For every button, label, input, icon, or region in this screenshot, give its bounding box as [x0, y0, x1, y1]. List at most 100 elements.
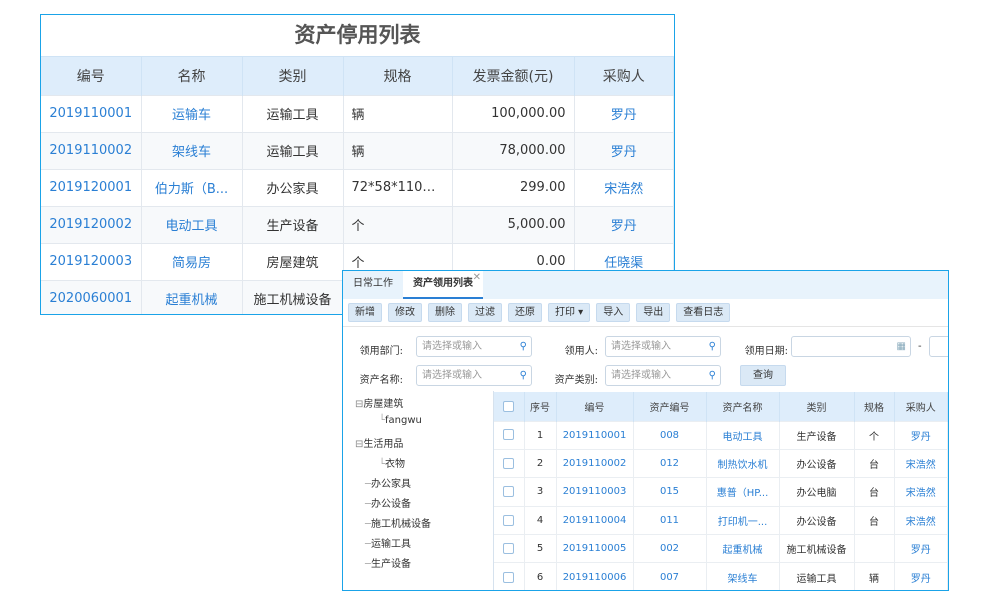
date-end-input[interactable]	[929, 336, 948, 357]
user-input[interactable]: 请选择或输入 ⚲	[605, 336, 721, 357]
tree-node[interactable]: ⊟生活用品	[355, 435, 403, 450]
code-cell[interactable]: 2019120003	[41, 242, 142, 280]
row-checkbox[interactable]	[494, 448, 525, 478]
buyer-cell[interactable]: 宋浩然	[894, 477, 948, 507]
name-cell[interactable]: 架线车	[141, 131, 243, 169]
name-cell[interactable]: 起重机械	[141, 279, 243, 314]
table-row[interactable]: 6 2019110006 007 架线车 运输工具辆罗丹	[494, 562, 948, 590]
toolbar-button[interactable]: 查看日志	[676, 303, 731, 322]
table-row[interactable]: 4 2019110004 011 打印机一... 办公设备台宋浩然	[494, 505, 948, 535]
table-row[interactable]: 2019120002 电动工具 生产设备个 5,000.00 罗丹	[41, 205, 674, 243]
code-cell[interactable]: 2019110002	[556, 448, 634, 478]
code-cell[interactable]: 2020060001	[41, 279, 142, 314]
tree-node[interactable]: ─生产设备	[365, 555, 411, 570]
table-row[interactable]: 2019110002 架线车 运输工具辆 78,000.00 罗丹	[41, 131, 674, 169]
code-cell[interactable]: 2019110001	[41, 94, 142, 132]
asset-name-cell[interactable]: 惠普（HP...	[706, 477, 780, 507]
row-checkbox[interactable]	[494, 505, 525, 535]
code-cell[interactable]: 2019110004	[556, 505, 634, 535]
buyer-cell[interactable]: 罗丹	[574, 94, 674, 132]
toolbar-button[interactable]: 还原	[508, 303, 542, 322]
collapse-icon[interactable]: ⊟	[355, 439, 364, 450]
column-header[interactable]: 采购人	[894, 392, 948, 421]
toolbar-button[interactable]: 打印 ▾	[548, 303, 591, 322]
close-icon[interactable]: ✕	[472, 272, 481, 283]
toolbar-button[interactable]: 新增	[348, 303, 382, 322]
buyer-cell[interactable]: 罗丹	[574, 131, 674, 169]
column-header[interactable]: 资产编号	[633, 392, 707, 421]
buyer-cell[interactable]: 宋浩然	[894, 448, 948, 478]
tree-node[interactable]: ─办公设备	[365, 495, 411, 510]
search-icon[interactable]: ⚲	[708, 370, 716, 381]
search-icon[interactable]: ⚲	[519, 341, 527, 352]
buyer-cell[interactable]: 罗丹	[894, 534, 948, 563]
row-checkbox[interactable]	[494, 562, 525, 590]
tree-node[interactable]: ─办公家具	[365, 475, 411, 490]
table-row[interactable]: 2019110001 运输车 运输工具辆 100,000.00 罗丹	[41, 94, 674, 132]
column-header[interactable]: 类别	[242, 57, 344, 95]
toolbar-button[interactable]: 过滤	[468, 303, 502, 322]
column-header[interactable]: 编号	[41, 57, 142, 95]
toolbar-button[interactable]: 修改	[388, 303, 422, 322]
asset-code-cell[interactable]: 015	[633, 477, 707, 507]
query-button[interactable]: 查询	[740, 365, 786, 386]
name-cell[interactable]: 伯力斯（B...	[141, 168, 243, 206]
buyer-cell[interactable]: 罗丹	[894, 420, 948, 450]
toolbar-button[interactable]: 删除	[428, 303, 462, 322]
asset-code-cell[interactable]: 012	[633, 448, 707, 478]
buyer-cell[interactable]: 宋浩然	[574, 168, 674, 206]
column-header[interactable]: 名称	[141, 57, 243, 95]
select-all-checkbox[interactable]	[494, 392, 525, 421]
tree-node[interactable]: ─运输工具	[365, 535, 411, 550]
row-checkbox[interactable]	[494, 534, 525, 563]
column-header[interactable]: 规格	[854, 392, 895, 421]
calendar-icon[interactable]: ▦	[896, 341, 906, 352]
search-icon[interactable]: ⚲	[519, 370, 527, 381]
code-cell[interactable]: 2019120002	[41, 205, 142, 243]
tree-node[interactable]: └衣物	[379, 455, 405, 470]
code-cell[interactable]: 2019110001	[556, 420, 634, 450]
buyer-cell[interactable]: 罗丹	[574, 205, 674, 243]
tab-asset-use-list[interactable]: 资产领用列表 ✕	[403, 271, 483, 299]
buyer-cell[interactable]: 罗丹	[894, 562, 948, 590]
column-header[interactable]: 规格	[343, 57, 453, 95]
asset-type-input[interactable]: 请选择或输入 ⚲	[605, 365, 721, 386]
table-row[interactable]: 1 2019110001 008 电动工具 生产设备个罗丹	[494, 420, 948, 450]
toolbar-button[interactable]: 导入	[596, 303, 631, 322]
table-row[interactable]: 5 2019110005 002 起重机械 施工机械设备 罗丹	[494, 534, 948, 563]
name-cell[interactable]: 电动工具	[141, 205, 243, 243]
dept-input[interactable]: 请选择或输入 ⚲	[416, 336, 532, 357]
code-cell[interactable]: 2019120001	[41, 168, 142, 206]
asset-code-cell[interactable]: 007	[633, 562, 707, 590]
column-header[interactable]: 资产名称	[706, 392, 780, 421]
asset-name-cell[interactable]: 打印机一...	[706, 505, 780, 535]
asset-name-input[interactable]: 请选择或输入 ⚲	[416, 365, 532, 386]
table-row[interactable]: 3 2019110003 015 惠普（HP... 办公电脑台宋浩然	[494, 477, 948, 507]
table-row[interactable]: 2 2019110002 012 制热饮水机 办公设备台宋浩然	[494, 448, 948, 478]
name-cell[interactable]: 运输车	[141, 94, 243, 132]
date-start-input[interactable]: ▦	[791, 336, 911, 357]
collapse-icon[interactable]: ⊟	[355, 399, 364, 410]
buyer-cell[interactable]: 宋浩然	[894, 505, 948, 535]
asset-name-cell[interactable]: 架线车	[706, 562, 780, 590]
asset-name-cell[interactable]: 起重机械	[706, 534, 780, 563]
tree-node[interactable]: └fangwu	[379, 415, 422, 426]
asset-code-cell[interactable]: 008	[633, 420, 707, 450]
code-cell[interactable]: 2019110002	[41, 131, 142, 169]
column-header[interactable]: 发票金额(元)	[452, 57, 575, 95]
toolbar-button[interactable]: 导出	[636, 303, 671, 322]
column-header[interactable]: 采购人	[574, 57, 674, 95]
column-header[interactable]: 序号	[524, 392, 557, 421]
tab-daily-work[interactable]: 日常工作	[353, 278, 393, 289]
asset-code-cell[interactable]: 002	[633, 534, 707, 563]
code-cell[interactable]: 2019110006	[556, 562, 634, 590]
asset-code-cell[interactable]: 011	[633, 505, 707, 535]
name-cell[interactable]: 简易房	[141, 242, 243, 280]
table-row[interactable]: 2019120001 伯力斯（B... 办公家具 72*58*110~1... 299.…	[41, 168, 674, 206]
tree-node[interactable]: ─施工机械设备	[365, 515, 431, 530]
row-checkbox[interactable]	[494, 477, 525, 507]
search-icon[interactable]: ⚲	[708, 341, 716, 352]
code-cell[interactable]: 2019110005	[556, 534, 634, 563]
column-header[interactable]: 编号	[556, 392, 634, 421]
row-checkbox[interactable]	[494, 420, 525, 450]
